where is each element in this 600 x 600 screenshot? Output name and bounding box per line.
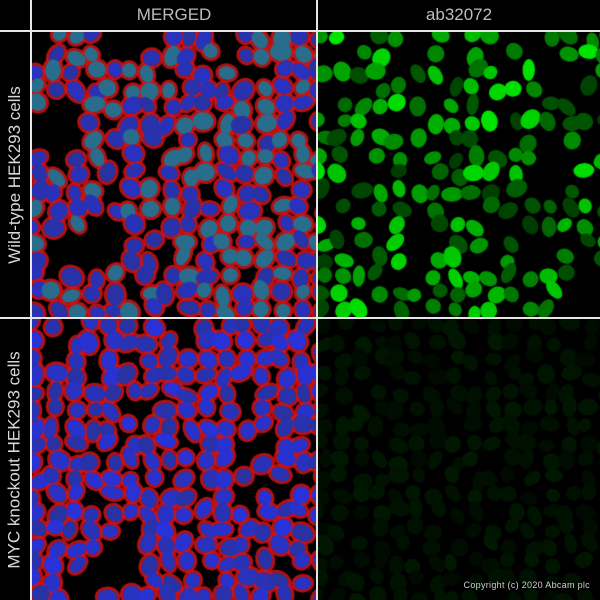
panel-wildtype-merged	[32, 32, 316, 317]
divider	[30, 0, 32, 600]
row-label-wild-type: Wild-type HEK293 cells	[5, 85, 24, 264]
copyright-text: Copyright (c) 2020 Abcam plc	[463, 580, 590, 590]
panel-knockout-merged	[32, 319, 316, 600]
panel-knockout-antibody	[318, 319, 600, 600]
row-label-knockout: MYC knockout HEK293 cells	[5, 351, 25, 569]
column-header-antibody: ab32072	[425, 5, 493, 24]
column-header-merged: MERGED	[136, 5, 212, 24]
divider	[0, 317, 600, 319]
divider	[0, 30, 600, 32]
panel-wildtype-antibody	[318, 32, 600, 317]
divider	[316, 0, 318, 600]
